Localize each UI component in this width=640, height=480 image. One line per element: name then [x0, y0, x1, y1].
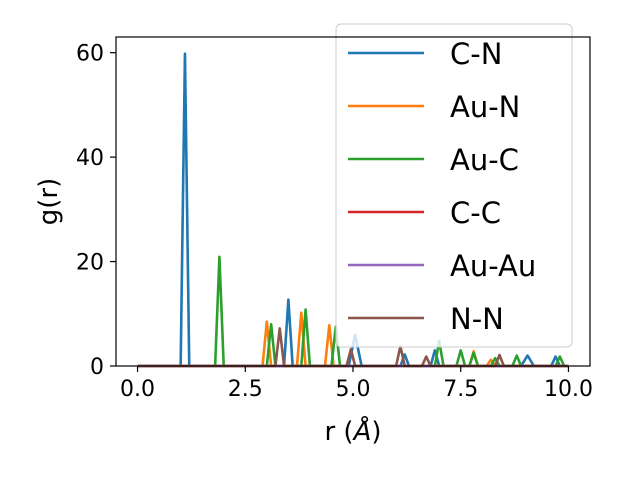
x-tick-label: 10.0	[544, 377, 593, 402]
legend-label-au-c: Au-C	[450, 143, 519, 177]
y-tick-label: 60	[76, 42, 104, 67]
y-tick-label: 20	[76, 251, 104, 276]
legend-label-c-c: C-C	[450, 196, 501, 230]
y-tick-label: 40	[76, 146, 104, 171]
legend-label-au-au: Au-Au	[450, 249, 536, 283]
y-axis-label: g(r)	[34, 178, 64, 225]
x-axis-label: r (Å)	[324, 415, 381, 447]
legend-label-n-n: N-N	[450, 302, 504, 336]
tick-layer: 0.0 2.5 5.0 7.5 10.0 0 20 40 60	[76, 42, 593, 402]
legend-label-c-n: C-N	[450, 37, 502, 71]
x-tick-label: 5.0	[336, 377, 371, 402]
x-tick-label: 2.5	[228, 377, 263, 402]
legend-label-au-n: Au-N	[450, 90, 520, 124]
legend: C-N Au-N Au-C C-C Au-Au N-N	[335, 23, 573, 348]
series-line-au-n	[137, 311, 569, 368]
x-tick-label: 0.0	[120, 377, 155, 402]
y-tick-label: 0	[90, 355, 104, 380]
legend-box	[335, 23, 573, 348]
x-tick-label: 7.5	[443, 377, 478, 402]
